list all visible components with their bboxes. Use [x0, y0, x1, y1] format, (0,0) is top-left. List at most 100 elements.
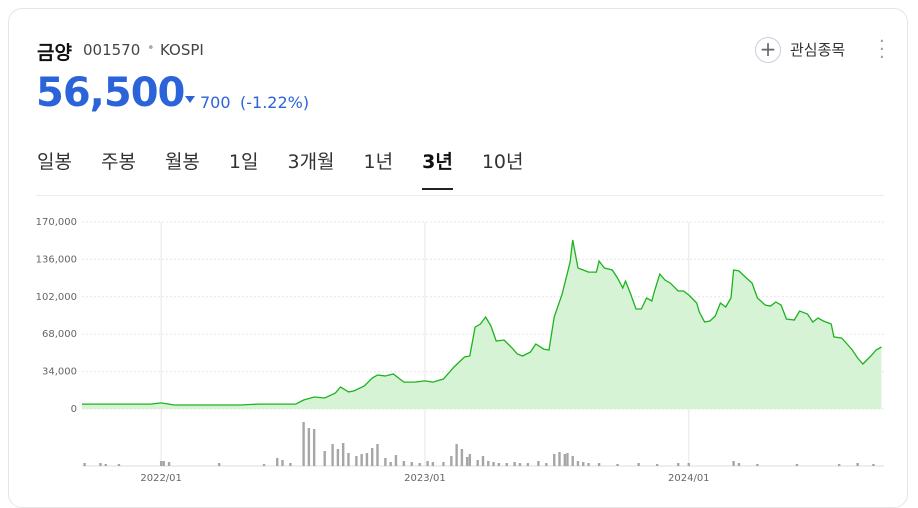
volume-bar [545, 463, 548, 466]
change-percent: (-1.22%) [240, 93, 310, 112]
volume-bar [418, 463, 421, 466]
period-tab[interactable]: 3개월 [287, 151, 335, 173]
volume-bar [526, 463, 530, 466]
volume-bar [384, 458, 387, 466]
volume-bar [389, 462, 392, 466]
volume-bar [365, 453, 369, 466]
volume-bar [468, 454, 472, 466]
stock-code: 001570 [83, 41, 141, 59]
volume-bar [587, 463, 590, 466]
volume-bar [597, 463, 601, 466]
volume-bar [312, 429, 316, 466]
market: KOSPI [160, 41, 204, 59]
volume-bar [505, 463, 508, 466]
volume-bar [431, 462, 435, 466]
y-tick-label: 34,000 [42, 367, 77, 378]
volume-bar [402, 461, 406, 466]
y-tick-label: 0 [71, 404, 77, 415]
y-tick-label: 102,000 [36, 292, 77, 303]
volume-bar [558, 452, 561, 466]
volume-bar [737, 463, 741, 466]
volume-bar [571, 456, 574, 466]
volume-bar [281, 460, 284, 466]
area-fill [82, 240, 882, 409]
volume-bar [837, 464, 841, 466]
volume-bar [455, 444, 458, 466]
volume-bar [856, 463, 859, 466]
volume-bar [302, 422, 305, 466]
change: 700 [200, 93, 231, 112]
volume-bar [476, 460, 479, 466]
volume-bar [307, 428, 311, 466]
volume-bar [341, 443, 345, 466]
volume-bar [410, 462, 413, 466]
volume-bar [465, 457, 469, 466]
y-tick-label: 68,000 [42, 329, 77, 340]
volume-bar [336, 449, 340, 466]
volume-bar [262, 464, 266, 466]
volume-bar [289, 463, 292, 466]
volume-bar [513, 462, 516, 466]
period-tab[interactable]: 3년 [422, 147, 453, 190]
volume-bar [487, 461, 490, 466]
volume-bar [217, 463, 221, 466]
volume-bar [492, 462, 495, 466]
chart: 0 34,000 68,000 102,000 136,000 170,000 2022/0… [36, 217, 884, 484]
y-tick-label: 136,000 [36, 254, 77, 265]
period-tab[interactable]: 1년 [363, 151, 394, 173]
volume-bar [450, 456, 453, 466]
page: 금양 001570 • KOSPI + 관심종목 · · · 56,500 700 … [8, 8, 908, 508]
volume-bar [795, 464, 799, 466]
add-watch-icon[interactable]: + [755, 37, 781, 63]
volume-bar [442, 462, 445, 466]
y-tick-label: 170,000 [36, 217, 77, 228]
volume-bar [370, 448, 374, 466]
volume-bar [563, 454, 566, 466]
stock-name: 금양 [37, 42, 72, 64]
x-tick-label: 2024/01 [668, 473, 710, 484]
volume-bar [376, 444, 379, 466]
volume-bar [323, 451, 326, 466]
volume-bar [331, 444, 334, 466]
volume-bar [104, 464, 107, 466]
volume-bar [481, 456, 485, 466]
volume-bar [732, 461, 735, 466]
volume-bar [360, 454, 363, 466]
volume-bar [167, 462, 171, 466]
divider [36, 195, 884, 196]
volume-bar [497, 463, 501, 466]
volume-bar [355, 456, 358, 466]
volume-bar [426, 461, 429, 466]
period-tabs: 일봉 주봉 월봉 1일 3개월 1년 3년 10년 [37, 147, 553, 190]
more-menu[interactable]: · · · [879, 31, 885, 68]
volume-bar [276, 458, 279, 466]
volume-bar [518, 463, 522, 466]
volume-bar [162, 461, 165, 466]
watch-button[interactable]: 관심종목 [790, 41, 846, 59]
volume-bar [756, 464, 759, 466]
period-tab[interactable]: 주봉 [100, 151, 136, 173]
volume-bar [677, 463, 680, 466]
period-tab[interactable]: 10년 [481, 151, 524, 173]
volume-bar [117, 464, 121, 466]
volume-bar [83, 463, 86, 466]
period-tab[interactable]: 일봉 [37, 151, 72, 173]
volume-bar [159, 461, 163, 466]
volume-bar [347, 453, 350, 466]
volume-bar [576, 461, 580, 466]
volume-bar [582, 462, 585, 466]
volume-bar [872, 464, 875, 466]
volume-bar [616, 464, 619, 466]
volume-bar [537, 461, 540, 466]
price-line [82, 239, 882, 406]
volume-bar [99, 463, 102, 466]
volume-bar [655, 464, 659, 466]
volume-bar [460, 449, 464, 466]
volume-bar [394, 455, 398, 466]
price: 56,500 [36, 70, 185, 116]
down-arrow [185, 96, 195, 103]
volume-bar [637, 463, 640, 466]
period-tab[interactable]: 1일 [228, 151, 259, 173]
x-tick-label: 2022/01 [140, 473, 182, 484]
period-tab[interactable]: 월봉 [164, 151, 200, 173]
